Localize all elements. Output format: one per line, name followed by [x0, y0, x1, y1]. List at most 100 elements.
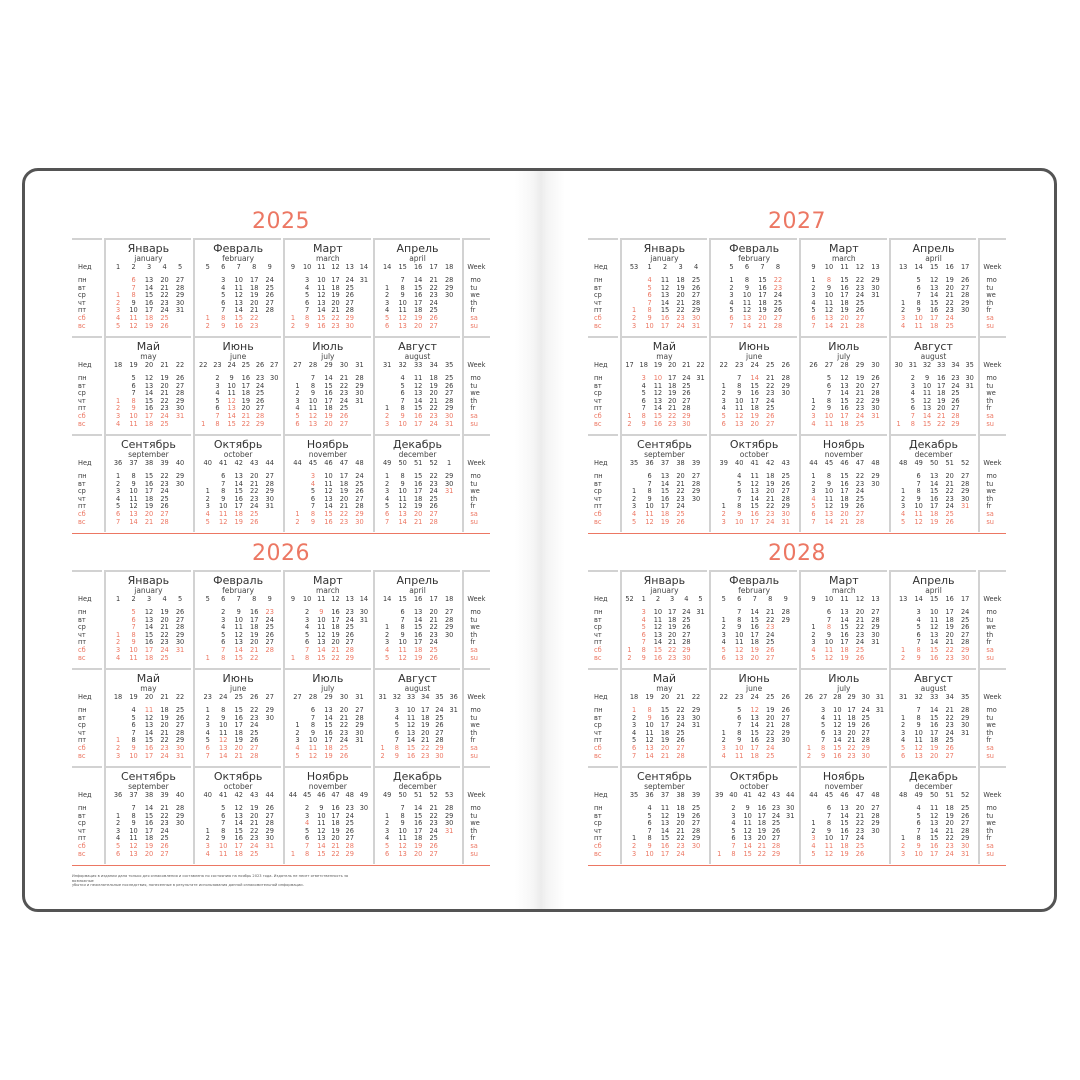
day-cell: 30	[871, 826, 880, 835]
day-cell: 19	[945, 276, 954, 284]
week-column: 9 24 25 26 27 28	[262, 240, 278, 336]
day-cell: 8	[731, 849, 736, 858]
day-cell: 12	[929, 623, 939, 632]
day-cell: 21	[339, 374, 349, 382]
day-cell: 11	[398, 834, 407, 843]
week-number: 49	[382, 459, 392, 467]
day-cell: 29	[691, 706, 701, 714]
year-divider-line	[588, 533, 1006, 534]
day-cell: 4	[115, 419, 121, 428]
day-cell: 23	[855, 404, 865, 413]
day-cell: 24	[945, 728, 954, 737]
week-column: 26 1 2	[802, 670, 816, 766]
day-cell: 21	[667, 638, 677, 647]
day-cell: 13	[234, 811, 243, 820]
day-cell: 7	[737, 374, 742, 382]
week-number: 44	[809, 791, 818, 799]
week-column: 15 7 8 9 10 11 12 13	[395, 240, 411, 336]
day-cell: 16	[840, 630, 849, 639]
week-column: 6 7 8 9 10 11 12 13	[732, 572, 748, 668]
day-cell: 20	[847, 728, 856, 737]
day-cell: 4	[205, 849, 210, 858]
day-cell: 2	[215, 374, 220, 382]
day-cell: 9	[745, 804, 750, 812]
day-cell: 3	[385, 298, 390, 307]
day-cell: 1	[295, 510, 300, 518]
month-name-ru: Ноябрь	[306, 438, 349, 451]
weekday-label-en: fr	[470, 834, 476, 843]
week-number: 1	[447, 459, 452, 467]
day-cell: 3	[901, 849, 906, 858]
day-cell: 18	[234, 510, 243, 518]
day-cell: 21	[144, 517, 154, 526]
day-cell: 10	[645, 502, 654, 511]
weekday-label-en: tu	[986, 615, 994, 624]
day-cell: 28	[960, 706, 970, 714]
day-cell: 20	[750, 653, 759, 662]
month-name-ru: Октябрь	[213, 438, 263, 451]
weekday-label-en: we	[986, 721, 996, 730]
day-cell: 11	[742, 298, 752, 307]
day-cell: 13	[398, 321, 407, 330]
day-cell: 12	[219, 517, 228, 526]
week-label-en: Week	[983, 361, 1002, 369]
day-cell: 16	[929, 842, 939, 850]
week-column: 26 1 2 3 4	[806, 338, 822, 434]
week-number: 21	[160, 693, 169, 701]
day-cell: 13	[929, 819, 939, 828]
day-cell: 4	[811, 494, 816, 503]
week-number: 52	[960, 459, 970, 467]
month-name-en: june	[745, 352, 763, 361]
day-cell: 26	[339, 751, 349, 760]
day-cell: 1	[631, 487, 637, 496]
week-number: 22	[175, 693, 185, 701]
day-cell: 2	[901, 306, 906, 315]
day-cell: 24	[355, 472, 364, 480]
day-cell: 6	[721, 419, 726, 428]
week-number: 5	[205, 595, 210, 603]
week-number: 1	[115, 595, 121, 603]
day-cell: 4	[811, 419, 816, 428]
week-column: 41 6 7 8 9 10 11 12	[216, 436, 232, 532]
day-cell: 23	[160, 479, 169, 488]
week-number: 17	[960, 595, 970, 603]
day-cell: 4	[385, 306, 390, 315]
day-cell: 16	[750, 510, 759, 518]
day-cell: 4	[385, 646, 390, 654]
week-column: 2 11 12 13 14 15 16 17	[657, 240, 673, 336]
week-number: 30	[339, 693, 349, 701]
week-column: 28 7 8 9 10 11 12 13	[305, 338, 321, 434]
day-cell: 14	[413, 615, 423, 624]
day-cell: 9	[310, 389, 316, 398]
day-cell: 15	[840, 819, 849, 828]
week-number: 41	[750, 459, 759, 467]
day-cell: 1	[721, 502, 726, 511]
day-cell: 20	[929, 751, 939, 760]
month-name-en: november	[824, 782, 863, 791]
weekday-label-en: we	[986, 389, 996, 398]
week-column: 39 22 23 24 25 26 27 28	[157, 436, 173, 532]
week-column: 49 4 5 6 7 8 9 10	[911, 768, 927, 864]
day-cell: 25	[855, 842, 865, 850]
day-cell: 22	[339, 381, 349, 390]
day-cell: 29	[444, 283, 454, 292]
week-number: 9	[783, 595, 788, 603]
weekday-label: вс	[594, 419, 602, 428]
day-cell: 29	[691, 834, 701, 843]
month-name-en: january	[650, 254, 679, 263]
day-cell: 29	[444, 472, 454, 480]
day-cell: 6	[115, 849, 121, 858]
day-cell: 8	[737, 728, 742, 737]
day-cell: 15	[413, 623, 423, 632]
day-cell: 11	[653, 615, 663, 624]
day-cell: 28	[265, 646, 274, 654]
week-column: 7 15 16 17 18 19 20 21	[755, 240, 771, 336]
week-column: 31 27 28 29 30 31	[352, 670, 368, 766]
month-block: Январь january 52 1 2 1 3 4 5 6 7 8 9 2 10 11 12 13 14 15 16…	[619, 570, 708, 668]
weekday-labels-en: Week mo tu we th fr sa su	[978, 434, 1006, 532]
day-cell: 9	[310, 728, 316, 737]
day-cell: 21	[429, 276, 438, 284]
day-cell: 23	[945, 653, 954, 662]
day-cell: 11	[743, 819, 752, 828]
day-cell: 13	[317, 834, 326, 843]
